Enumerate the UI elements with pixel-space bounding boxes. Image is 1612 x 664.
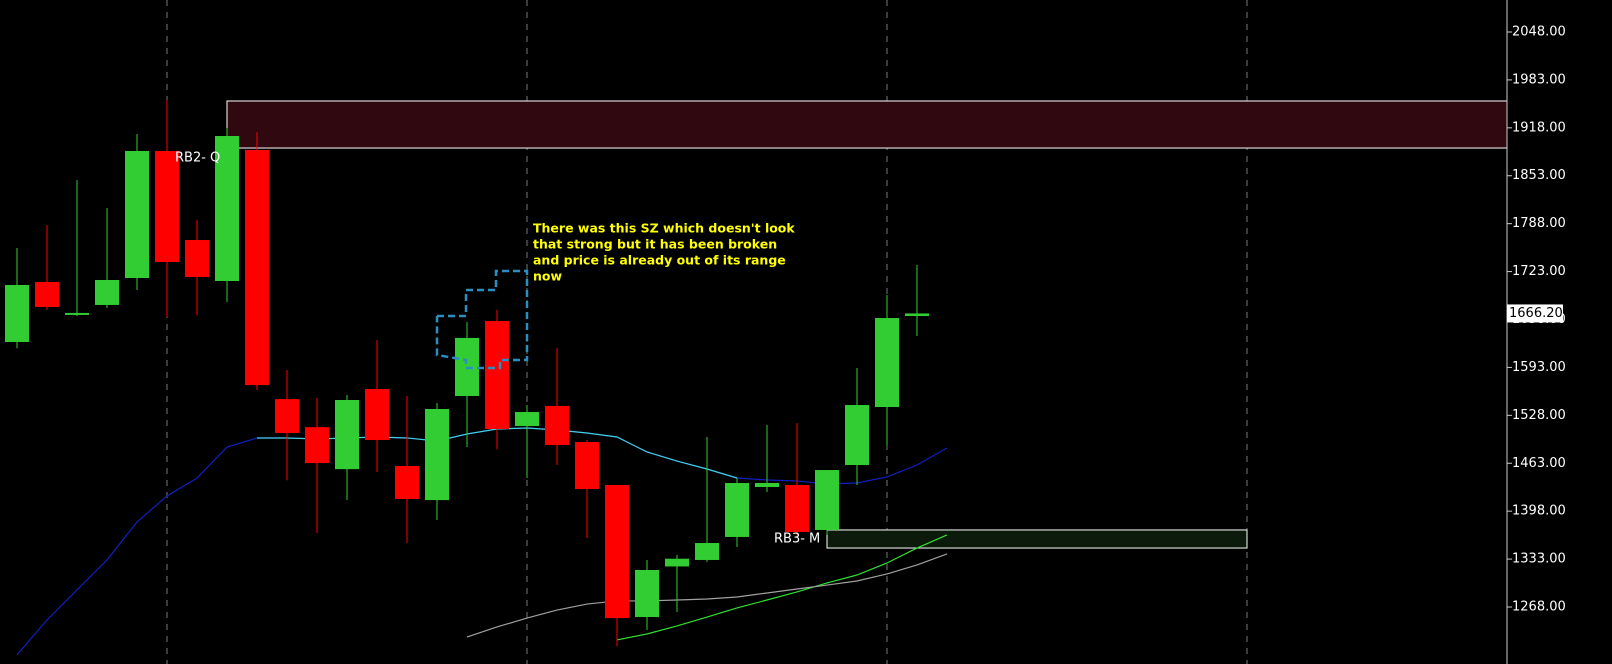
- y-tick-label: 1463.00: [1512, 456, 1566, 471]
- candle-body: [125, 150, 149, 278]
- candle-body: [605, 484, 629, 619]
- moving-average-line: [466, 553, 948, 638]
- zone: [226, 100, 1508, 149]
- y-tick-label: 1333.00: [1512, 552, 1566, 567]
- candle-body: [575, 442, 599, 490]
- plot-area: [5, 0, 1508, 664]
- annotation-text: and price is already out of its range: [533, 253, 786, 268]
- y-tick-label: 1398.00: [1512, 504, 1566, 519]
- zone-label: RB2- Q: [175, 151, 220, 166]
- zone: [826, 529, 1248, 549]
- candle-body: [65, 312, 89, 315]
- y-tick-label: 1528.00: [1512, 408, 1566, 423]
- annotation-text: that strong but it has been broken: [533, 237, 777, 252]
- annotation-text: now: [533, 269, 562, 284]
- annotation-text: There was this SZ which doesn't look: [533, 221, 795, 236]
- candle-body: [845, 405, 869, 466]
- zone-label: RB3- M: [774, 532, 820, 547]
- candle-body: [335, 399, 359, 470]
- last-price-box: [1507, 304, 1563, 323]
- candle-body: [185, 240, 209, 277]
- candle-body: [365, 389, 389, 441]
- candle-body: [305, 427, 329, 464]
- candle-body: [5, 284, 29, 342]
- candle-body: [275, 399, 299, 434]
- candle-body: [695, 543, 719, 560]
- candle-body: [35, 281, 59, 307]
- y-tick-label: 1268.00: [1512, 600, 1566, 615]
- candle-body: [155, 150, 179, 262]
- candle-body: [395, 465, 419, 500]
- y-tick-label: 1918.00: [1512, 120, 1566, 135]
- supply-zone-outline: [435, 269, 529, 370]
- y-tick-label: 2048.00: [1512, 24, 1566, 39]
- y-tick-label: 1788.00: [1512, 216, 1566, 231]
- moving-average-line: [616, 534, 948, 641]
- candle-body: [95, 279, 119, 305]
- candle-body: [245, 149, 269, 386]
- candle-body: [755, 483, 779, 487]
- candle-body: [515, 412, 539, 427]
- candle-body: [815, 470, 839, 530]
- candle-body: [785, 484, 809, 533]
- candle-body: [635, 569, 659, 618]
- candle-body: [875, 318, 899, 408]
- candle-body: [215, 136, 239, 282]
- y-tick-label: 1593.00: [1512, 360, 1566, 375]
- candle-body: [425, 408, 449, 501]
- candle-body: [725, 483, 749, 537]
- last-price-label: 1666.20: [1509, 306, 1563, 321]
- candle-body: [485, 321, 509, 429]
- y-tick-label: 1723.00: [1512, 264, 1566, 279]
- y-tick-label: 1853.00: [1512, 168, 1566, 183]
- candle-body: [545, 405, 569, 445]
- y-tick-label: 1983.00: [1512, 72, 1566, 87]
- candle-body: [665, 558, 689, 567]
- candle-body: [905, 313, 929, 317]
